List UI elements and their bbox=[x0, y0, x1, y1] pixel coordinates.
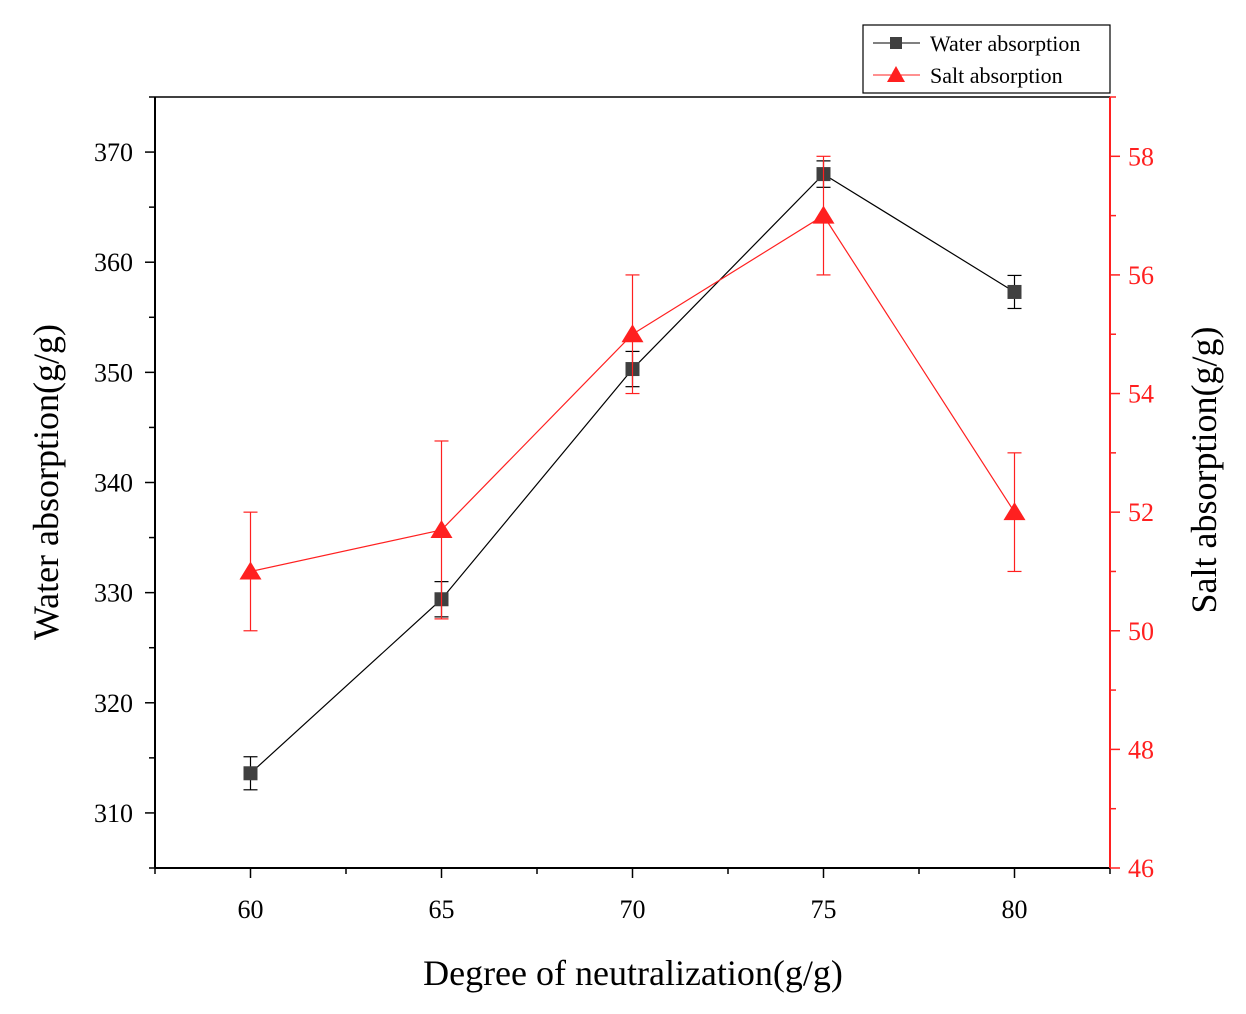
y-axis-left: 310 320 330 340 350 360 370 bbox=[94, 96, 155, 869]
legend-entry-salt: Salt absorption bbox=[873, 63, 1063, 88]
x-tick-label-70: 70 bbox=[620, 895, 646, 924]
legend-salt-marker bbox=[887, 66, 905, 82]
series-salt-point-75 bbox=[812, 205, 835, 224]
legend-water-marker bbox=[890, 37, 902, 49]
y2-tick-label-54: 54 bbox=[1128, 380, 1154, 409]
y2-tick-label-48: 48 bbox=[1128, 735, 1154, 764]
y-axis-right-title: Salt absorption(g/g) bbox=[1184, 327, 1224, 614]
x-tick-label-65: 65 bbox=[429, 895, 455, 924]
y-axis-right: 46 48 50 52 54 56 58 bbox=[1110, 96, 1154, 883]
x-tick-label-60: 60 bbox=[238, 895, 264, 924]
series-salt-point-80 bbox=[1003, 502, 1026, 521]
legend-water-label: Water absorption bbox=[930, 31, 1080, 56]
y-tick-label-360: 360 bbox=[94, 248, 133, 277]
y2-tick-label-52: 52 bbox=[1128, 498, 1154, 527]
y2-tick-label-58: 58 bbox=[1128, 142, 1154, 171]
series-water-point-80 bbox=[1007, 284, 1022, 299]
series bbox=[239, 155, 1026, 791]
x-tick-label-75: 75 bbox=[811, 895, 837, 924]
y-axis-left-title: Water absorption(g/g) bbox=[26, 324, 66, 640]
x-tick-label-80: 80 bbox=[1002, 895, 1028, 924]
series-water bbox=[243, 160, 1022, 791]
series-salt-point-65 bbox=[430, 519, 453, 538]
series-water-point-60 bbox=[243, 766, 258, 781]
y2-tick-label-50: 50 bbox=[1128, 617, 1154, 646]
series-water-line bbox=[250, 173, 1015, 774]
legend-salt-label: Salt absorption bbox=[930, 63, 1063, 88]
series-salt bbox=[239, 155, 1026, 632]
series-salt-point-60 bbox=[239, 561, 262, 580]
series-salt-point-70 bbox=[621, 324, 644, 343]
legend: Water absorption Salt absorption bbox=[862, 24, 1111, 94]
legend-entry-water: Water absorption bbox=[873, 31, 1080, 56]
y-tick-label-340: 340 bbox=[94, 469, 133, 498]
y2-tick-label-46: 46 bbox=[1128, 854, 1154, 883]
plot-frame bbox=[154, 96, 1111, 869]
y-tick-label-320: 320 bbox=[94, 689, 133, 718]
x-axis-title: Degree of neutralization(g/g) bbox=[423, 953, 843, 993]
y-tick-label-330: 330 bbox=[94, 579, 133, 608]
y-tick-label-370: 370 bbox=[94, 138, 133, 167]
x-axis: 60 65 70 75 80 bbox=[154, 868, 1111, 924]
y-tick-label-310: 310 bbox=[94, 799, 133, 828]
y-tick-label-350: 350 bbox=[94, 358, 133, 387]
y2-tick-label-56: 56 bbox=[1128, 261, 1154, 290]
